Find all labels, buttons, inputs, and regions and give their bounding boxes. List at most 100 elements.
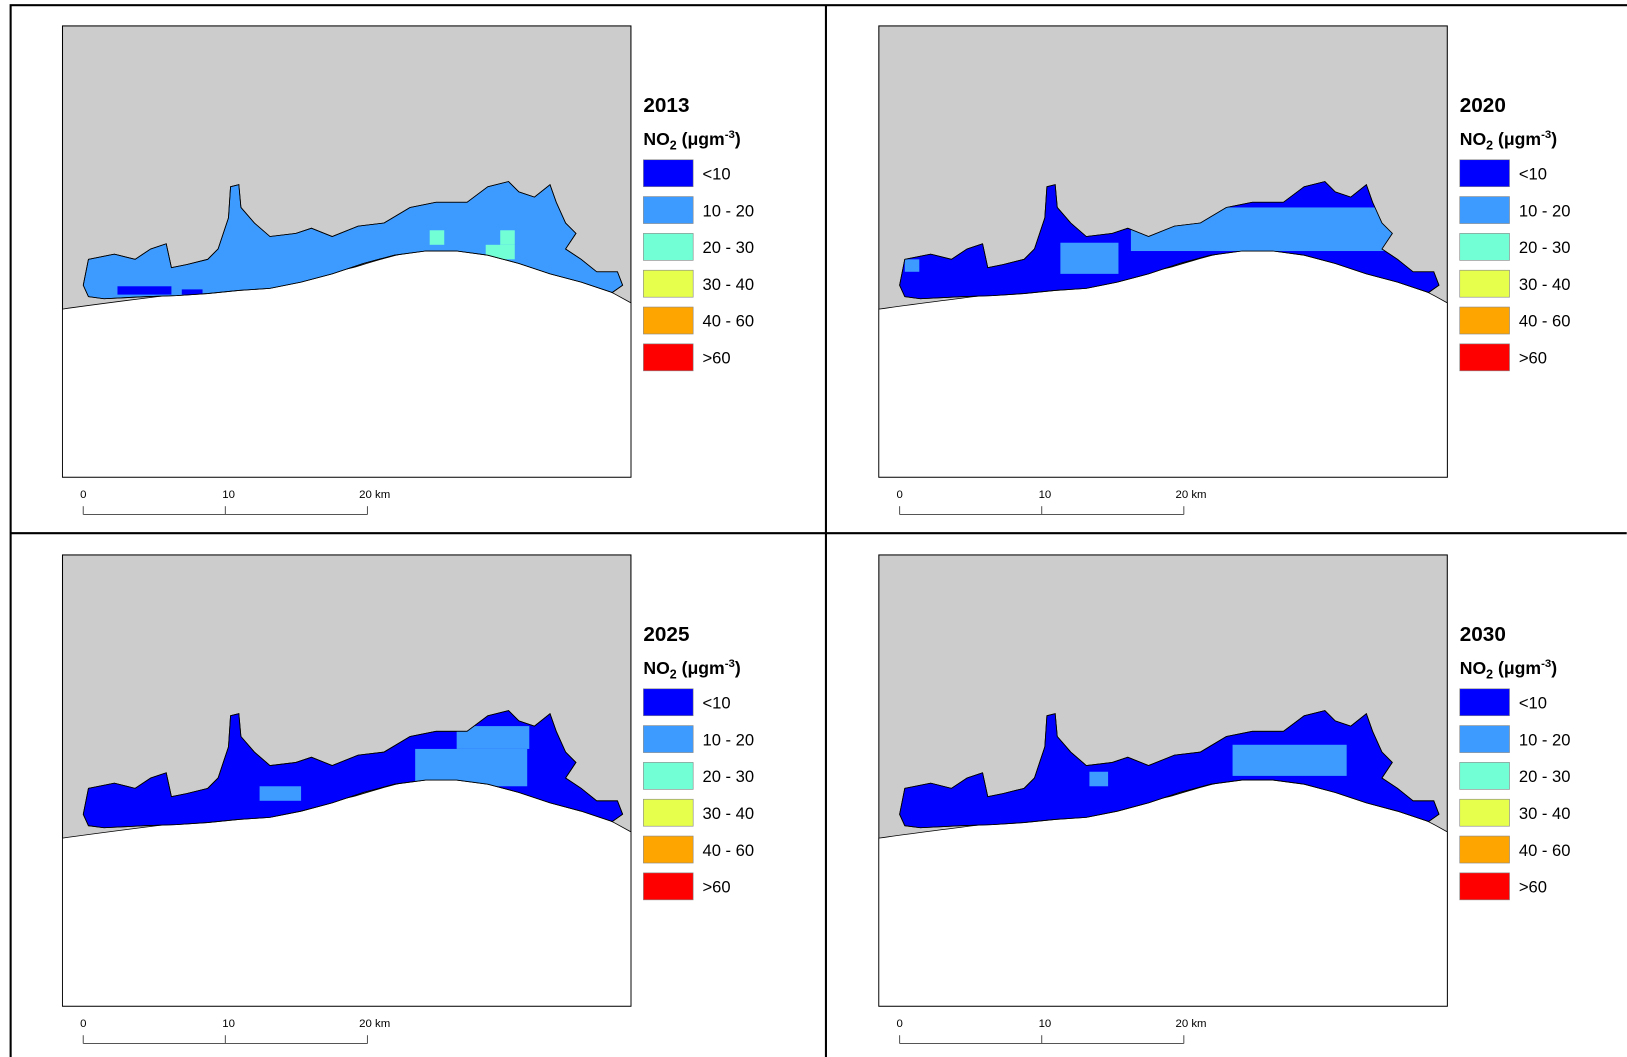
legend-label: <10: [703, 164, 731, 183]
concentration-patch: [429, 230, 445, 245]
legend-label: <10: [703, 693, 731, 712]
legend-swatch: [643, 306, 694, 335]
legend-swatch: [1459, 343, 1510, 372]
legend-year: 2020: [1460, 94, 1506, 117]
legend-swatch: [1459, 725, 1510, 753]
legend-swatch: [1459, 269, 1510, 298]
scale-label: 10: [222, 489, 235, 501]
legend-swatch: [643, 269, 694, 298]
legend-swatch: [1459, 196, 1510, 224]
legend-swatch: [643, 835, 694, 864]
legend-title-part: -3: [725, 129, 735, 141]
legend-swatch: [643, 872, 694, 901]
scale-label: 0: [896, 489, 902, 501]
scale-label: 20 km: [359, 1018, 390, 1030]
legend-label: >60: [1519, 878, 1547, 897]
legend-swatch: [1459, 835, 1510, 864]
legend-label: 20 - 30: [1519, 238, 1571, 257]
concentration-patch: [259, 786, 302, 801]
legend-title-part: 2: [1486, 138, 1493, 152]
scale-label: 20 km: [1176, 489, 1207, 501]
legend-label: 30 - 40: [703, 275, 755, 294]
legend-title-part: NO: [1460, 129, 1486, 149]
patches: [117, 230, 515, 295]
legend-label: 10 - 20: [1519, 201, 1571, 220]
concentration-patch: [181, 289, 203, 295]
concentration-patch: [500, 230, 515, 245]
legend-title-part: 2: [1486, 667, 1493, 681]
legend-swatch: [643, 725, 694, 753]
legend-title-part: (μgm: [677, 129, 725, 149]
legend-label: 10 - 20: [703, 201, 755, 220]
scale-label: 0: [896, 1018, 902, 1030]
legend-label: 30 - 40: [703, 804, 755, 823]
legend-label: 40 - 60: [1519, 312, 1571, 331]
legend-swatch: [1459, 233, 1510, 261]
concentration-patch: [117, 286, 172, 295]
legend-label: 40 - 60: [1519, 841, 1571, 860]
urban-outline: [82, 181, 624, 300]
concentration-patch: [456, 726, 530, 749]
legend-title-part: NO: [643, 129, 669, 149]
legend-label: 30 - 40: [1519, 275, 1571, 294]
concentration-patch: [1232, 744, 1347, 776]
legend-title-part: ): [735, 129, 741, 149]
legend-year: 2013: [643, 94, 689, 117]
legend-title: NO2 (μgm-3): [1460, 129, 1557, 152]
scale-label: 20 km: [1176, 1018, 1207, 1030]
legend-swatch: [1459, 306, 1510, 335]
concentration-patch: [1089, 771, 1109, 787]
concentration-patch: [1060, 242, 1119, 274]
scale-label: 10: [222, 1018, 235, 1030]
legend-title: NO2 (μgm-3): [643, 658, 740, 681]
legend-label: 20 - 30: [1519, 767, 1571, 786]
concentration-patch: [485, 244, 515, 260]
legend-title-part: -3: [1541, 129, 1551, 141]
legend-label: 40 - 60: [703, 841, 755, 860]
legend-title: NO2 (μgm-3): [1460, 658, 1557, 681]
legend-swatch: [643, 343, 694, 372]
legend-title-part: -3: [1541, 658, 1551, 670]
legend-swatch: [1459, 872, 1510, 901]
map-panel: 2025 NO2 (μgm-3) <10 10 - 20 20 - 30 30 - 40 4…: [61, 554, 755, 1045]
legend-label: 20 - 30: [703, 767, 755, 786]
legend-label: 10 - 20: [703, 730, 755, 749]
legend-year: 2025: [643, 623, 689, 646]
legend-swatch: [1459, 688, 1510, 717]
legend-title: NO2 (μgm-3): [643, 129, 740, 152]
scale-label: 10: [1039, 1018, 1052, 1030]
legend-title-part: NO: [1460, 658, 1486, 678]
legend-swatch: [643, 233, 694, 261]
legend-title-part: (μgm: [1493, 129, 1541, 149]
legend-swatch: [643, 688, 694, 717]
legend-title-part: (μgm: [677, 658, 725, 678]
scale-label: 20 km: [359, 489, 390, 501]
legend-title-part: 2: [670, 667, 677, 681]
legend-swatch: [643, 159, 694, 188]
legend-title-part: ): [1551, 658, 1557, 678]
legend-swatch: [643, 196, 694, 224]
legend-swatch: [643, 762, 694, 790]
legend-title-part: NO: [643, 658, 669, 678]
legend-label: 40 - 60: [703, 312, 755, 331]
scale-label: 0: [80, 489, 86, 501]
legend-title-part: ): [1551, 129, 1557, 149]
legend-swatch: [1459, 762, 1510, 790]
scale-label: 0: [80, 1018, 86, 1030]
legend-label: >60: [703, 878, 731, 897]
urban-outline: [899, 181, 1440, 300]
legend-label: >60: [1519, 349, 1547, 368]
legend-label: 10 - 20: [1519, 730, 1571, 749]
concentration-patch: [904, 259, 920, 272]
legend-swatch: [1459, 798, 1510, 827]
legend-swatch: [643, 798, 694, 827]
urban-outline: [899, 710, 1440, 829]
legend-title-part: ): [735, 658, 741, 678]
scale-label: 10: [1039, 489, 1052, 501]
legend-swatch: [1459, 159, 1510, 188]
